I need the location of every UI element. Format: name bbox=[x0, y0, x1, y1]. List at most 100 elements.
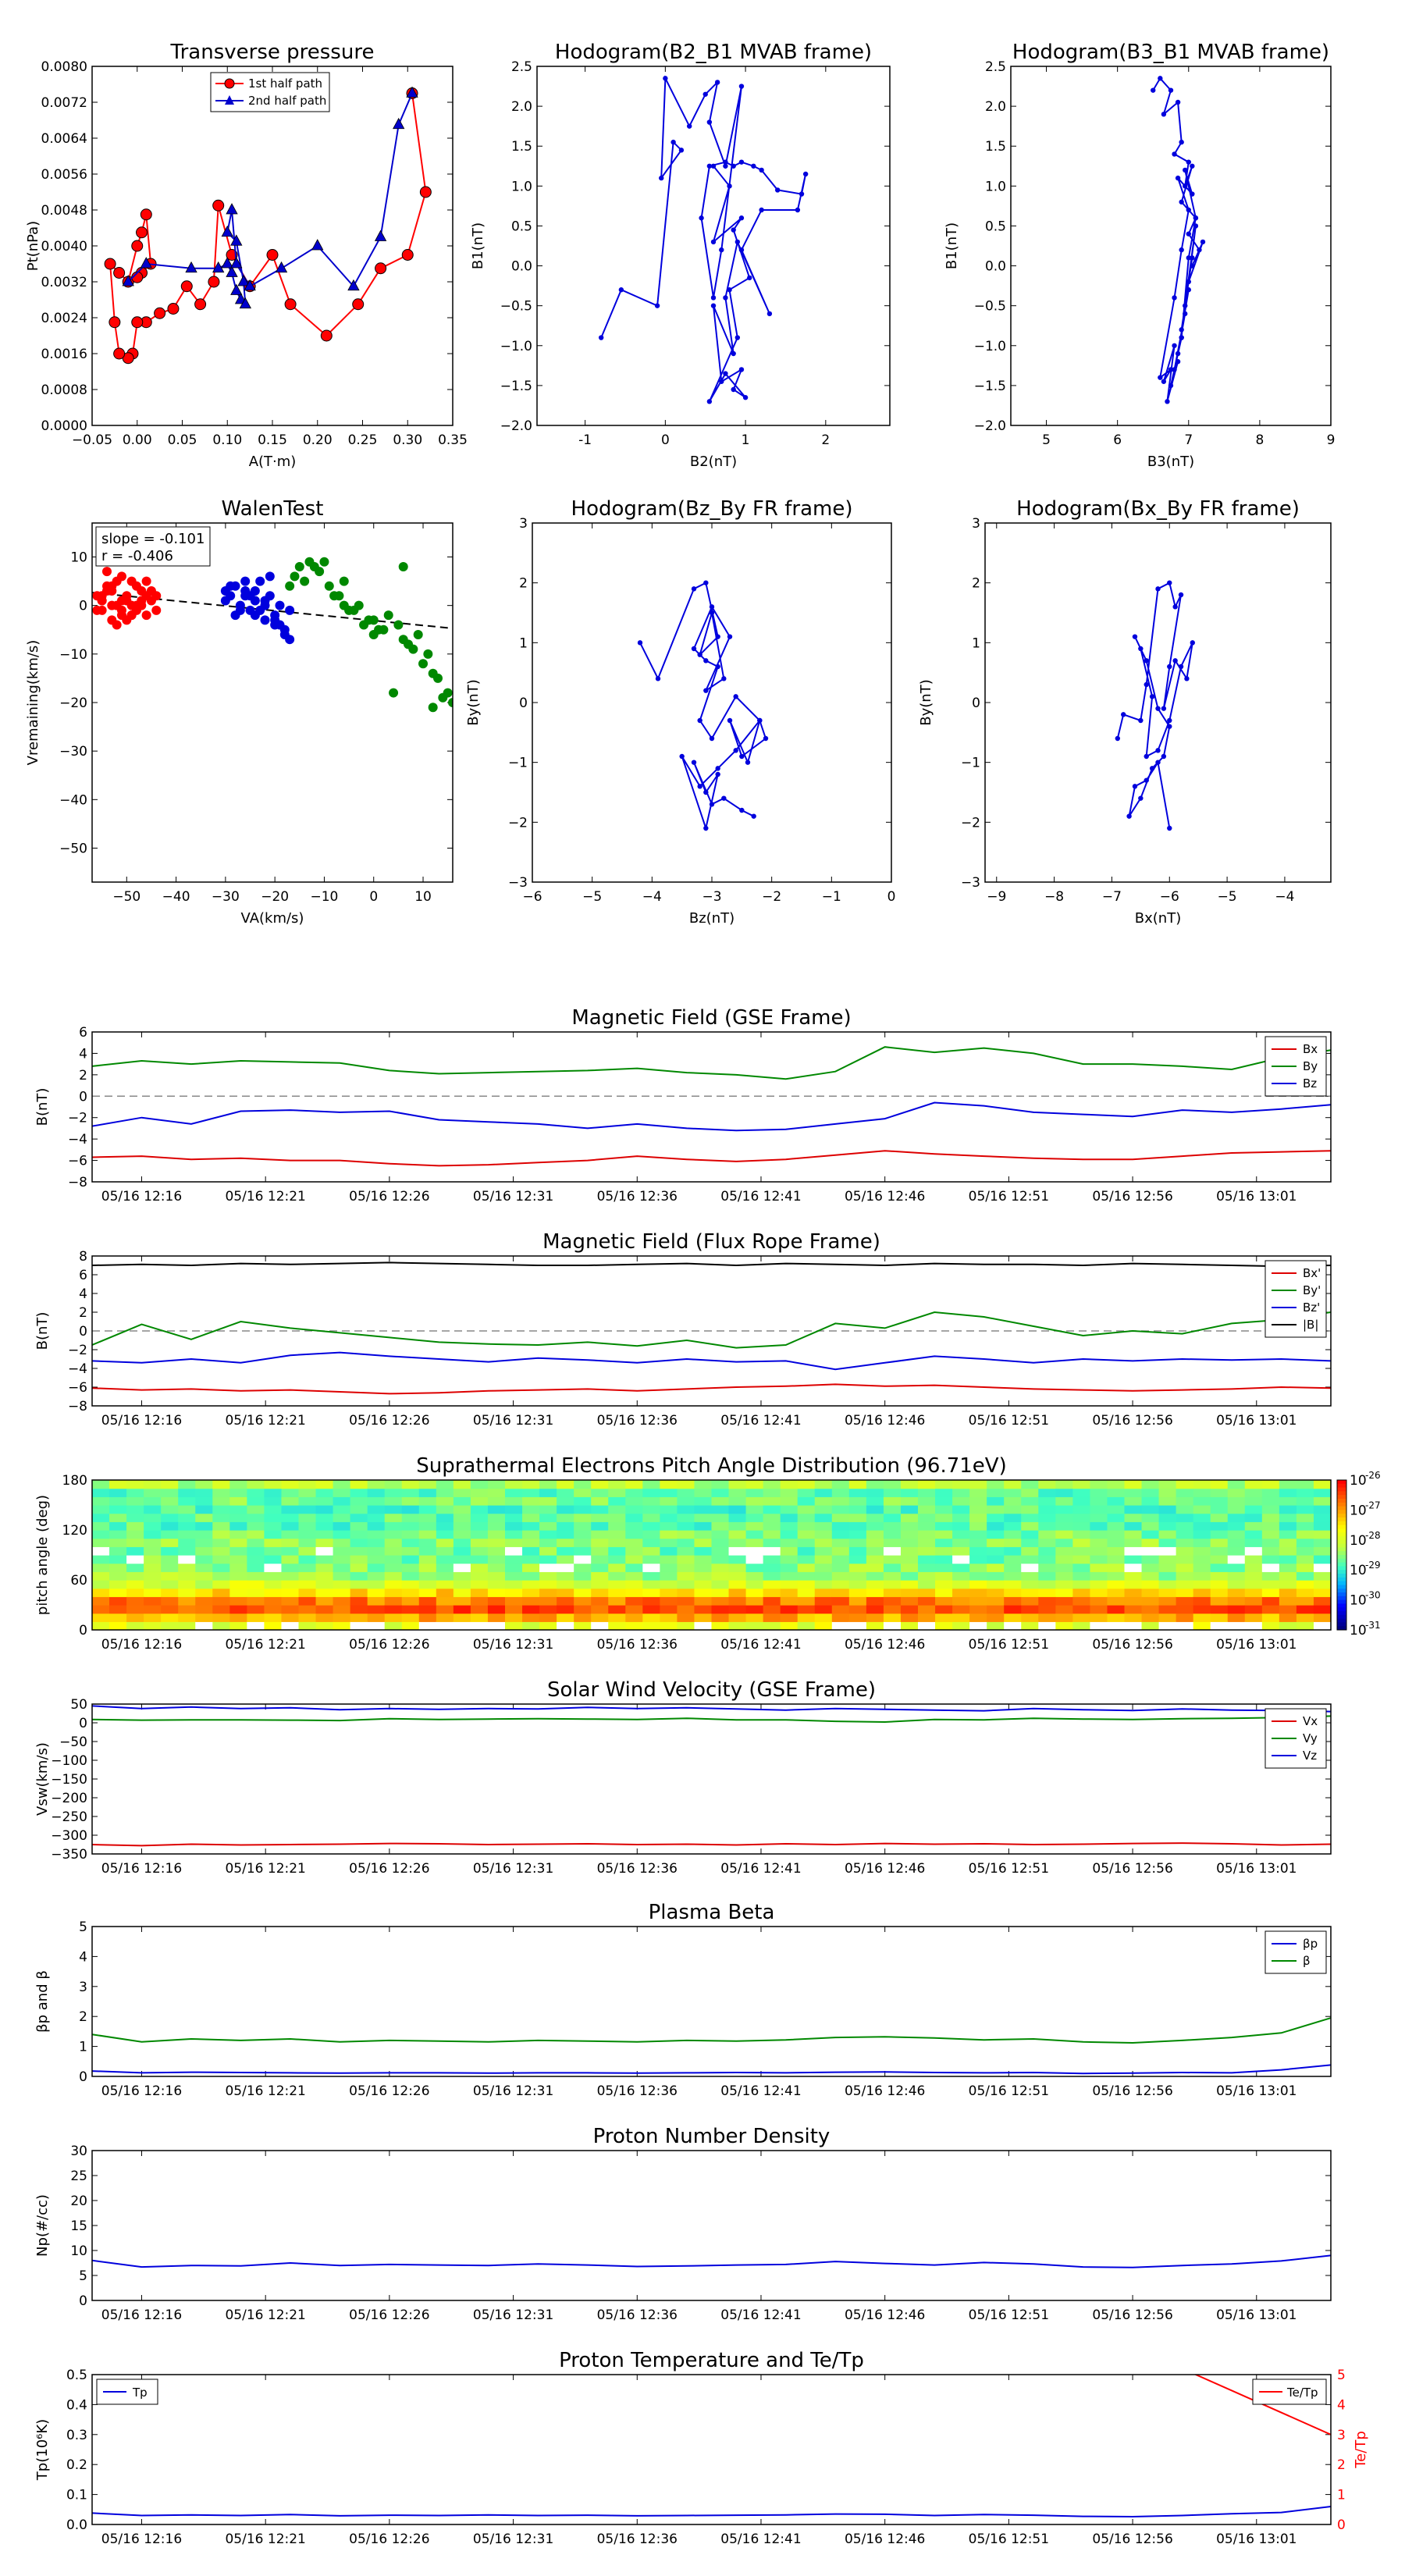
heat-cell bbox=[1004, 1571, 1022, 1581]
heat-cell bbox=[229, 1538, 247, 1547]
colorbar-segment bbox=[1337, 1574, 1346, 1578]
heat-cell bbox=[487, 1480, 506, 1489]
heat-cell bbox=[470, 1505, 489, 1514]
heat-cell bbox=[1261, 1530, 1280, 1539]
x-tick-label: 05/16 13:01 bbox=[1216, 1189, 1297, 1204]
heat-cell bbox=[1244, 1580, 1263, 1589]
heat-cell bbox=[350, 1580, 368, 1589]
x-tick-label: 05/16 12:26 bbox=[349, 2532, 429, 2547]
heat-cell bbox=[401, 1596, 420, 1606]
heat-cell bbox=[969, 1521, 987, 1531]
heat-cell bbox=[281, 1605, 300, 1614]
legend-label: Bz' bbox=[1303, 1300, 1320, 1315]
legend-label: Bz bbox=[1303, 1076, 1317, 1091]
y-tick-label: 10 bbox=[70, 550, 87, 566]
heat-cell bbox=[264, 1496, 283, 1506]
heat-cell bbox=[505, 1530, 523, 1539]
colorbar-segment bbox=[1337, 1480, 1346, 1485]
heat-cell bbox=[1279, 1496, 1297, 1506]
data-point bbox=[1155, 760, 1161, 765]
heat-cell bbox=[298, 1605, 317, 1614]
heat-cell bbox=[1038, 1555, 1056, 1564]
heat-cell bbox=[883, 1563, 902, 1572]
data-point bbox=[727, 634, 733, 639]
heat-cell bbox=[728, 1530, 747, 1539]
data-point bbox=[1149, 694, 1155, 699]
heat-cell bbox=[229, 1563, 247, 1572]
heat-cell bbox=[229, 1496, 247, 1506]
heat-cell bbox=[969, 1596, 987, 1606]
heat-cell bbox=[866, 1555, 884, 1564]
x-tick-label: 05/16 12:16 bbox=[101, 2307, 182, 2323]
heat-cell bbox=[557, 1538, 574, 1547]
heat-cell bbox=[333, 1488, 351, 1497]
heat-cell bbox=[1244, 1588, 1263, 1597]
heat-cell bbox=[918, 1580, 936, 1589]
heat-cell bbox=[1261, 1538, 1280, 1547]
data-point bbox=[137, 600, 147, 610]
heat-cell bbox=[178, 1546, 196, 1556]
heat-cell bbox=[1176, 1546, 1194, 1556]
data-point bbox=[757, 717, 763, 724]
heat-cell bbox=[1107, 1480, 1126, 1489]
data-point bbox=[739, 753, 745, 760]
heat-cell bbox=[1090, 1588, 1108, 1597]
heat-cell bbox=[161, 1613, 179, 1622]
y-axis-label: Vremaining(km/s) bbox=[25, 640, 41, 766]
data-point bbox=[678, 148, 685, 153]
heat-cell bbox=[229, 1571, 247, 1581]
data-point bbox=[731, 163, 736, 169]
y-axis-label: Pt(nPa) bbox=[25, 221, 41, 271]
data-point bbox=[329, 591, 340, 601]
data-point bbox=[275, 600, 285, 610]
heat-cell bbox=[969, 1530, 987, 1539]
heat-cell bbox=[92, 1563, 110, 1572]
x-tick-label: 05/16 12:16 bbox=[101, 1861, 182, 1877]
data-point bbox=[244, 279, 256, 291]
heat-cell bbox=[350, 1596, 368, 1606]
x-tick-label: 05/16 12:51 bbox=[969, 1861, 1049, 1877]
data-point bbox=[1200, 239, 1206, 245]
heat-cell bbox=[195, 1505, 213, 1514]
heat-cell bbox=[1021, 1571, 1039, 1581]
heat-cell bbox=[178, 1588, 196, 1597]
data-point bbox=[723, 371, 728, 376]
heat-cell bbox=[642, 1521, 660, 1531]
heat-cell bbox=[1021, 1538, 1039, 1547]
heat-cell bbox=[1227, 1521, 1246, 1531]
data-point bbox=[767, 311, 773, 317]
colorbar-segment bbox=[1337, 1528, 1346, 1533]
heat-cell bbox=[1176, 1571, 1194, 1581]
heat-cell bbox=[126, 1480, 144, 1489]
heat-cell bbox=[178, 1505, 196, 1514]
heat-cell bbox=[1124, 1580, 1143, 1589]
y-tick-label: 1 bbox=[519, 635, 528, 651]
data-point bbox=[699, 215, 704, 221]
heat-cell bbox=[1004, 1480, 1022, 1489]
heat-cell bbox=[952, 1571, 970, 1581]
annotation-r: r = -0.406 bbox=[101, 548, 173, 564]
heat-cell bbox=[814, 1563, 833, 1572]
data-point bbox=[1193, 223, 1199, 229]
heat-cell bbox=[109, 1596, 127, 1606]
legend-left: Tp bbox=[96, 2379, 158, 2405]
heat-cell bbox=[109, 1521, 127, 1531]
x-tick-label: 05/16 12:16 bbox=[101, 1413, 182, 1429]
plot-area bbox=[92, 1480, 1331, 1630]
heat-cell bbox=[574, 1488, 592, 1497]
heat-cell bbox=[212, 1571, 230, 1581]
heat-cell bbox=[539, 1496, 557, 1506]
data-point bbox=[290, 571, 300, 582]
x-tick-label: 05/16 12:26 bbox=[349, 1861, 429, 1877]
data-point bbox=[141, 576, 151, 586]
heat-cell bbox=[522, 1596, 540, 1606]
series-line-β bbox=[92, 2017, 1331, 2044]
colorbar-segment bbox=[1337, 1491, 1346, 1496]
heat-cell bbox=[1261, 1521, 1280, 1531]
data-point bbox=[1183, 303, 1188, 308]
heat-cell bbox=[660, 1488, 678, 1497]
heat-cell bbox=[591, 1546, 609, 1556]
x-tick-label: −2 bbox=[762, 889, 781, 905]
heat-cell bbox=[126, 1563, 144, 1572]
